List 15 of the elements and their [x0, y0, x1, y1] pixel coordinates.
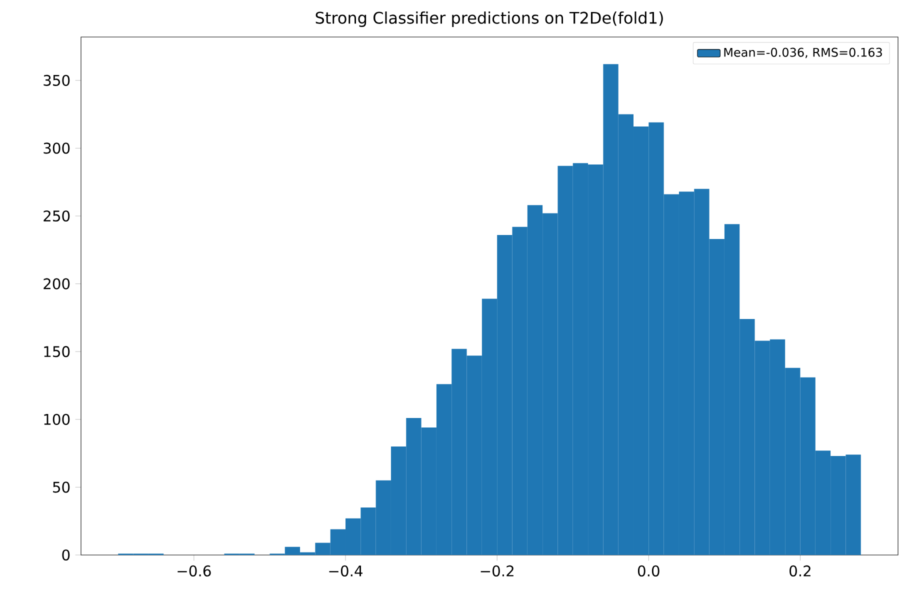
- y-tick-label: 350: [44, 74, 70, 86]
- y-tick-label: 150: [44, 346, 70, 358]
- x-tick-label: 0.0: [638, 565, 660, 576]
- y-tick-label: 100: [44, 414, 70, 425]
- y-tick-label: 300: [44, 142, 70, 154]
- y-tick-label: 0: [62, 549, 70, 561]
- x-tick-label: 0.2: [790, 565, 810, 576]
- x-tick-label: −0.6: [178, 565, 211, 576]
- x-tick-label: −0.4: [329, 565, 362, 576]
- y-tick-label: 250: [44, 210, 70, 222]
- x-tick-label: −0.2: [480, 565, 514, 576]
- y-tick-label: 50: [53, 482, 70, 493]
- y-tick-label: 200: [44, 278, 70, 290]
- chart-title: Strong Classifier predictions on T2De(fold1): [316, 11, 663, 27]
- legend-label: Mean=-0.036, RMS=0.163: [724, 48, 882, 58]
